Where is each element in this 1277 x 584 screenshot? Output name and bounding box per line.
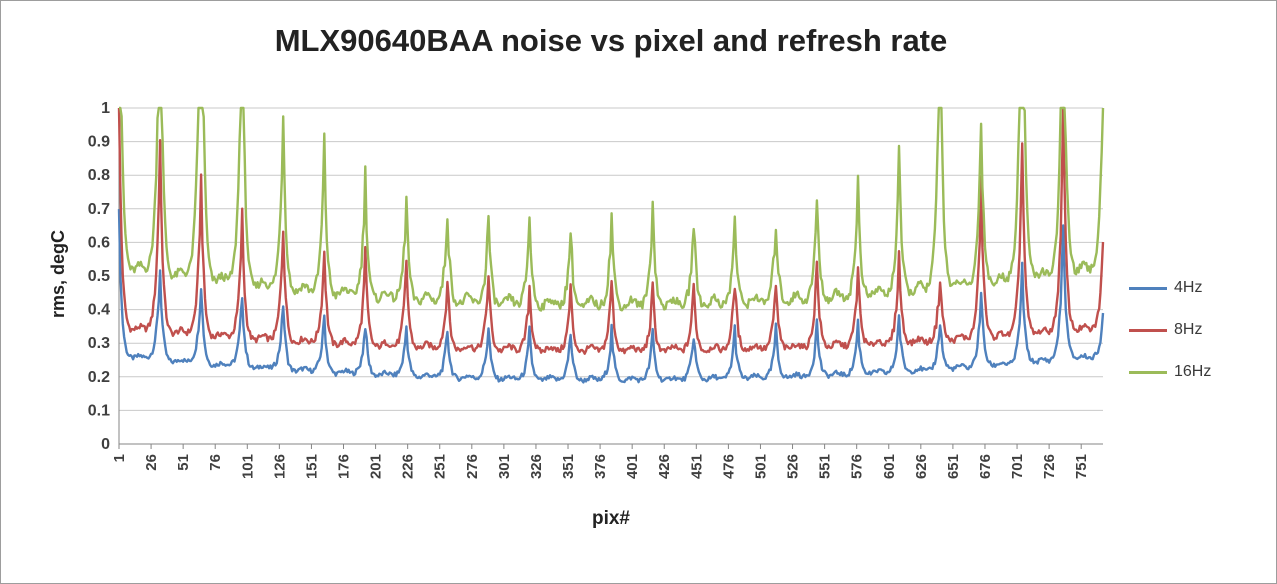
legend-item-16hz: 16Hz: [1129, 360, 1211, 384]
legend-swatch-4hz-line: [1129, 286, 1167, 290]
x-tick-label: 251: [432, 454, 449, 479]
x-tick-label: 701: [1009, 454, 1026, 479]
x-tick-label: 726: [1041, 454, 1058, 479]
x-tick-label: 376: [592, 454, 609, 479]
x-tick-label: 551: [817, 454, 834, 479]
legend-swatch-16hz-line: [1129, 370, 1167, 374]
x-tick-label: 576: [849, 454, 866, 479]
x-tick-label: 201: [368, 454, 385, 479]
x-tick-label: 126: [271, 454, 288, 479]
x-tick-label: 101: [239, 454, 256, 479]
x-tick-label: 476: [720, 454, 737, 479]
y-tick-label: 0.8: [88, 167, 110, 184]
x-tick-label: 751: [1073, 454, 1090, 479]
x-tick-label: 351: [560, 454, 577, 479]
x-tick-label: 426: [656, 454, 673, 479]
legend-label-16hz: 16Hz: [1174, 363, 1212, 380]
y-tick-label: 0.9: [88, 134, 110, 151]
y-tick-label: 0.4: [88, 302, 110, 319]
series-line-16Hz: [119, 106, 1105, 312]
y-tick-label: 0.1: [88, 402, 110, 419]
x-tick-label: 326: [528, 454, 545, 479]
x-tick-label: 76: [207, 454, 224, 471]
legend-item-8hz: 8Hz: [1129, 318, 1211, 342]
y-tick-label: 0.2: [88, 369, 110, 386]
x-axis-title: pix#: [591, 508, 631, 529]
x-tick-label: 676: [977, 454, 994, 479]
series-line-8Hz: [117, 106, 1105, 355]
y-tick-label: 0.5: [88, 268, 110, 285]
x-tick-label: 151: [303, 454, 320, 479]
x-tick-label: 51: [175, 454, 192, 471]
x-tick-label: 176: [336, 454, 353, 479]
y-tick-label: 1: [101, 100, 110, 117]
y-axis-title: rms, degC: [48, 229, 68, 319]
legend-label-4hz: 4Hz: [1174, 279, 1203, 296]
series-line-4Hz: [117, 209, 1105, 384]
legend-swatch-8hz-line: [1129, 328, 1167, 332]
x-tick-label: 526: [785, 454, 802, 479]
x-tick-label: 1: [111, 454, 128, 462]
chart-title: MLX90640BAA noise vs pixel and refresh r…: [274, 23, 948, 58]
x-tick-label: 276: [464, 454, 481, 479]
x-tick-label: 26: [143, 454, 160, 471]
y-tick-label: 0.3: [88, 335, 110, 352]
y-tick-label: 0.6: [88, 234, 110, 251]
x-tick-label: 226: [400, 454, 417, 479]
x-tick-label: 626: [913, 454, 930, 479]
legend-label-8hz: 8Hz: [1174, 321, 1203, 338]
y-tick-label: 0: [101, 436, 110, 453]
x-tick-label: 601: [881, 454, 898, 479]
x-tick-label: 301: [496, 454, 513, 479]
legend: 4Hz 8Hz 16Hz: [1129, 276, 1211, 402]
x-tick-label: 651: [945, 454, 962, 479]
y-tick-label: 0.7: [88, 201, 110, 218]
x-tick-label: 401: [624, 454, 641, 479]
x-tick-label: 501: [752, 454, 769, 479]
legend-item-4hz: 4Hz: [1129, 276, 1211, 300]
x-tick-label: 451: [688, 454, 705, 479]
